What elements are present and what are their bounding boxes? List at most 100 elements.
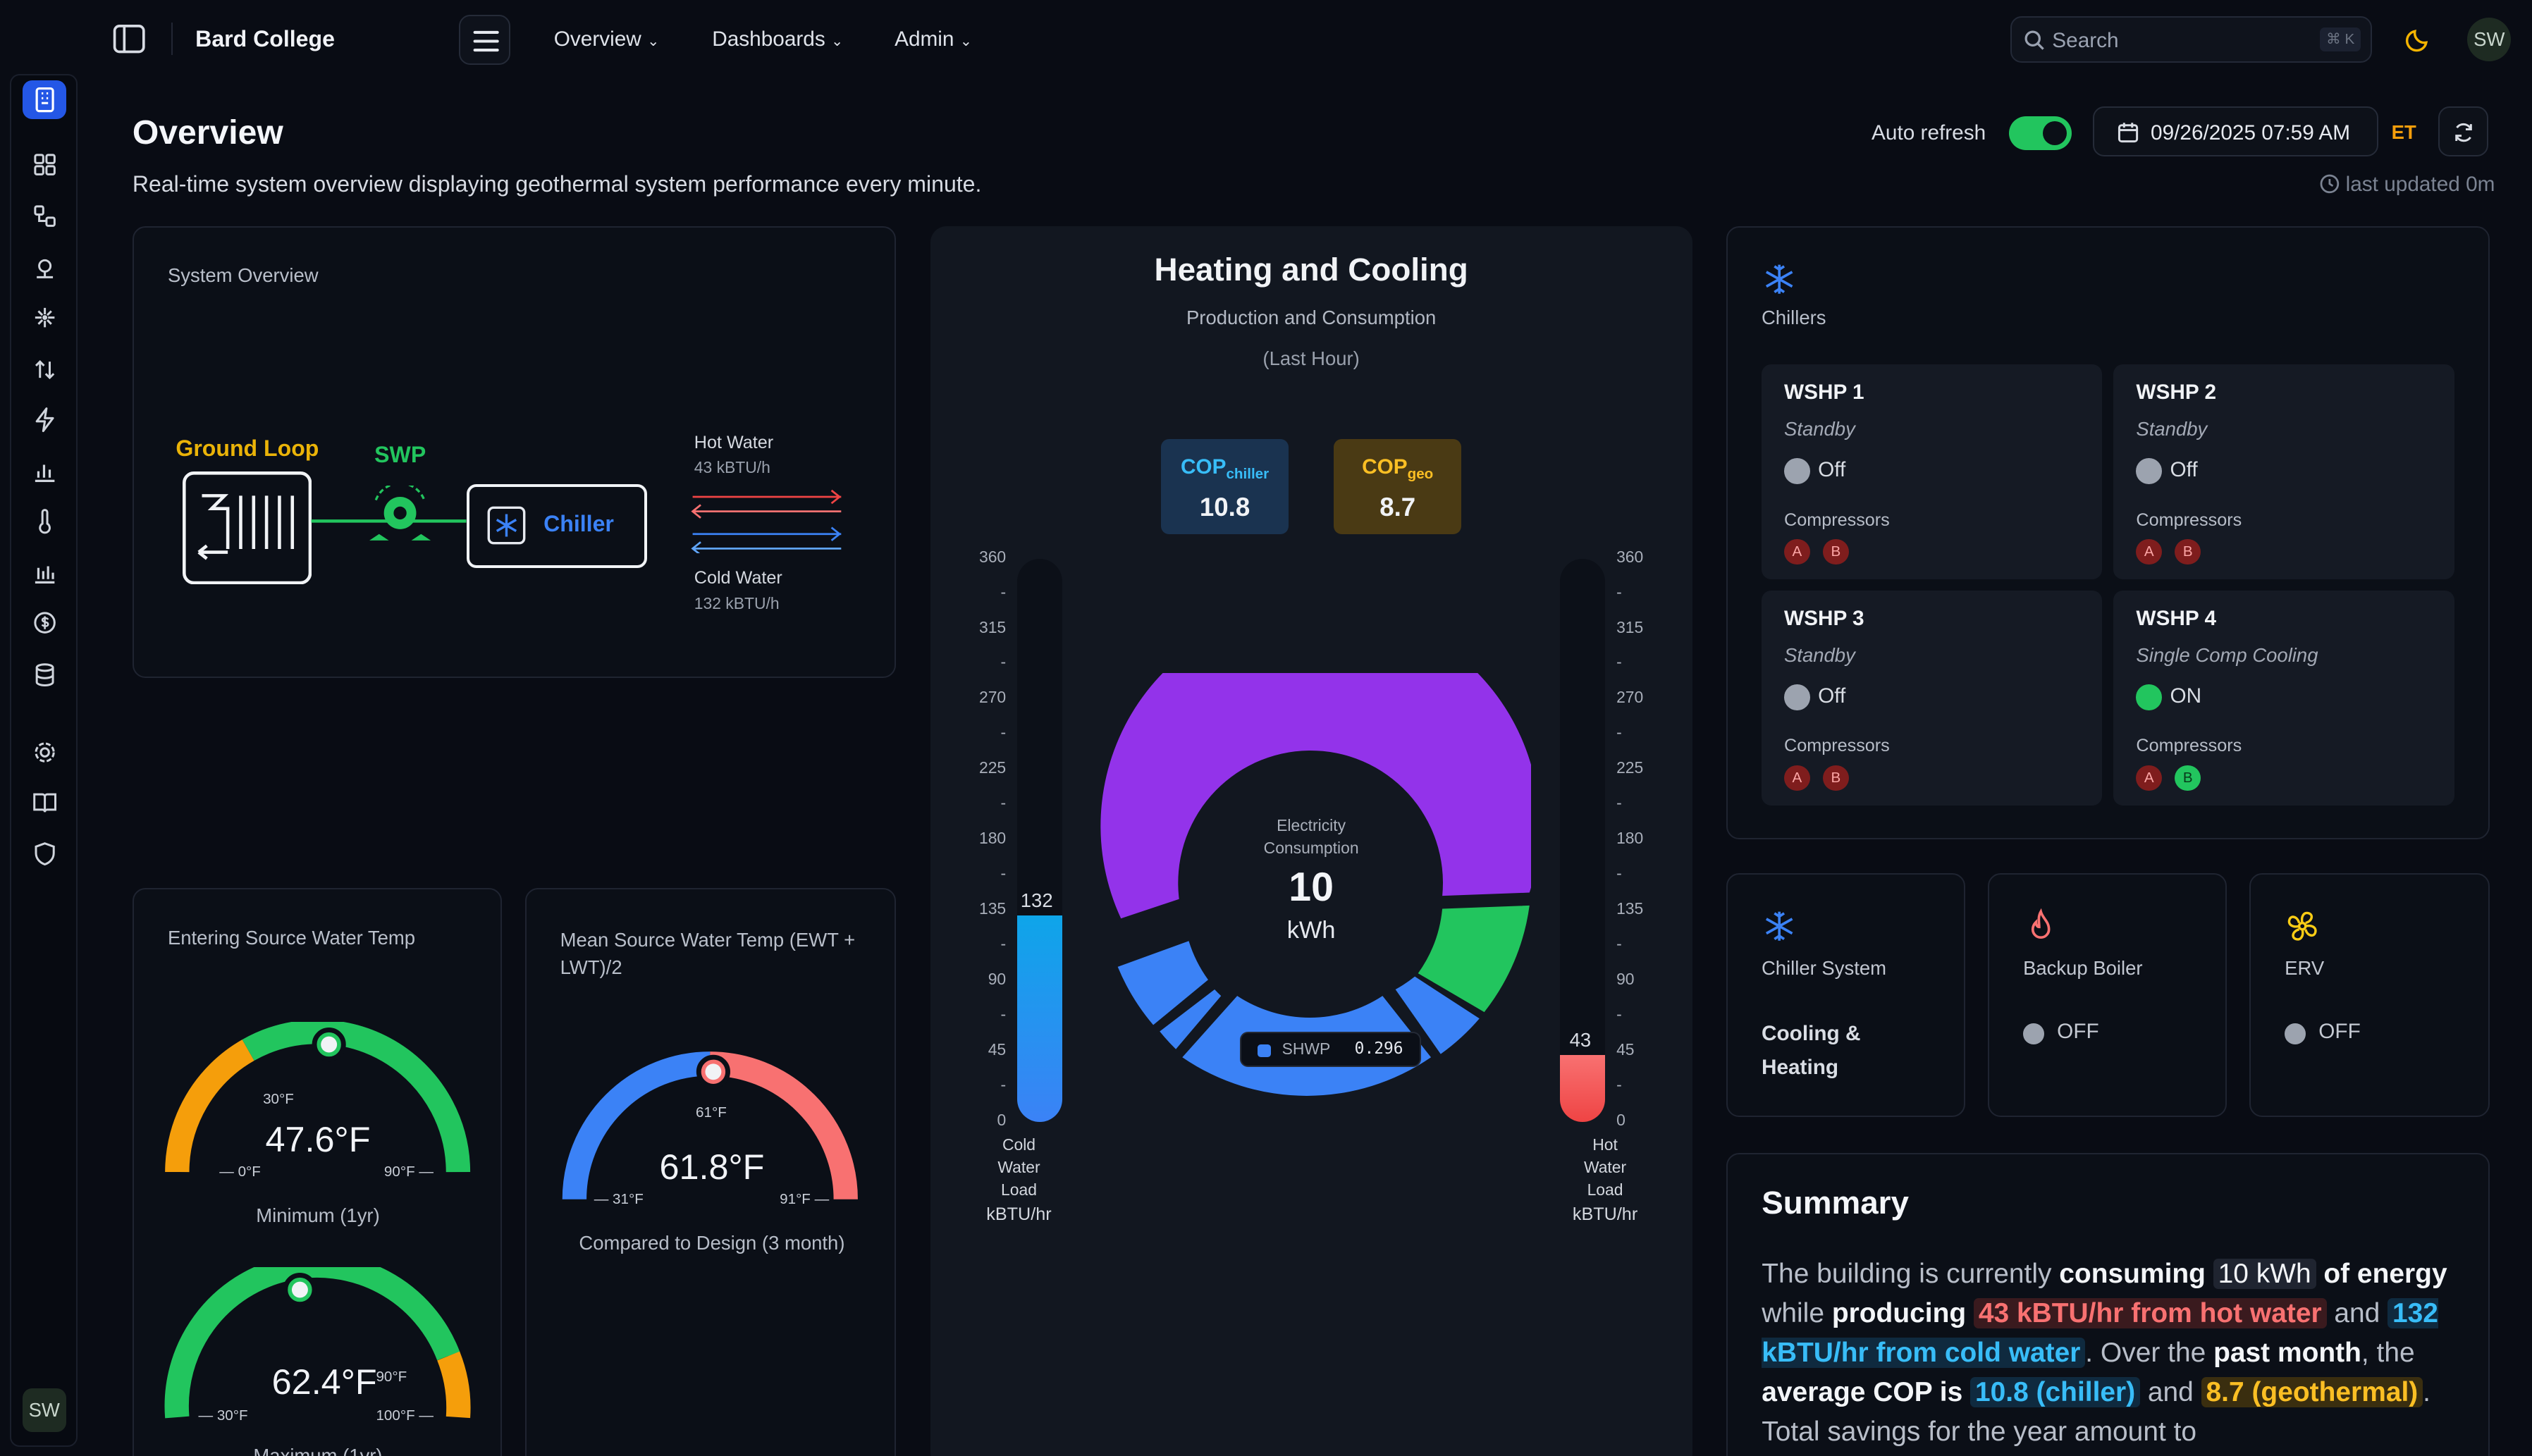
workflow-icon[interactable] (30, 202, 59, 230)
card-title: Mean Source Water Temp (EWT + LWT)/2 (560, 928, 856, 978)
card-title: ERV (2285, 957, 2325, 980)
donut-center-unit: kWh (1286, 917, 1336, 944)
building-icon (35, 87, 54, 113)
thermometer-icon[interactable] (30, 507, 59, 536)
axis-tick: - (1000, 864, 1007, 883)
cold-water-value: 132 kBTU/h (694, 593, 780, 612)
compressor-b-badge: B (2175, 765, 2201, 791)
chiller-unit-card[interactable]: WSHP 4 Single Comp Cooling ON Compressors A B (2113, 591, 2454, 806)
date-picker[interactable]: 09/26/2025 07:59 AM (2092, 106, 2379, 157)
gauge-minimum (165, 1021, 471, 1173)
gauge-min-high-label: 90°F (383, 1164, 415, 1180)
axis-tick: - (1000, 653, 1007, 672)
card-title: Backup Boiler (2023, 957, 2143, 980)
unit-name: WSHP 4 (2136, 607, 2217, 631)
nav-overview-label: Overview (553, 27, 641, 51)
sidebar-item-overview[interactable] (22, 80, 66, 120)
sidebar-toggle-icon[interactable] (111, 21, 147, 56)
refresh-button[interactable] (2438, 106, 2489, 157)
cold-load-bar (1017, 915, 1063, 1123)
shield-icon[interactable] (30, 839, 59, 868)
database-icon[interactable] (30, 660, 59, 689)
summary-text: The building is currently consuming 10 k… (1762, 1254, 2472, 1452)
chevron-down-icon: ⌄ (831, 32, 844, 49)
pump-icon[interactable] (30, 253, 59, 282)
hot-load-l1: Hot (1592, 1135, 1618, 1154)
gauge-max-value: 62.4°F (271, 1361, 377, 1402)
card-subtitle-2: (Last Hour) (1262, 347, 1360, 369)
snowflake-icon (487, 506, 526, 545)
summary-b5: average COP is (1762, 1377, 1963, 1408)
ground-loop-icon (182, 471, 312, 584)
ground-loop-label: Ground Loop (176, 436, 319, 462)
nav-dashboards[interactable]: Dashboards ⌄ (712, 27, 843, 51)
cop-chiller-value: 10.8 (1199, 492, 1250, 522)
hot-water-value: 43 kBTU/h (694, 458, 770, 477)
compressor-a-badge: A (1784, 765, 1810, 791)
search-shortcut: ⌘ K (2320, 27, 2361, 51)
summary-b4: past month (2213, 1338, 2361, 1369)
axis-tick: 270 (1616, 688, 1644, 707)
nav-admin[interactable]: Admin ⌄ (895, 27, 972, 51)
chart-columns-icon[interactable] (30, 558, 59, 587)
hot-load-l2: Water (1583, 1158, 1627, 1177)
user-avatar[interactable]: SW (2467, 18, 2512, 62)
fan-icon[interactable] (30, 303, 59, 332)
summary-b3: producing (1831, 1298, 1967, 1329)
chiller-unit-card[interactable]: WSHP 1 Standby Off Compressors A B (1761, 364, 2103, 580)
auto-refresh-toggle[interactable] (2008, 116, 2072, 151)
compressors-label: Compressors (1784, 510, 1890, 530)
water-flow-arrows (691, 490, 842, 554)
nav-overview[interactable]: Overview ⌄ (554, 27, 660, 51)
unit-mode: Standby (1784, 418, 1855, 440)
auto-refresh-label: Auto refresh (1872, 121, 1986, 144)
compressor-b-badge: B (1823, 765, 1849, 791)
arrows-up-down-icon[interactable] (30, 355, 59, 384)
lightning-icon[interactable] (30, 405, 59, 434)
unit-status: ON (2170, 684, 2202, 708)
search-input[interactable]: Search ⌘ K (2010, 16, 2373, 63)
hot-load-l3: Load (1587, 1180, 1623, 1199)
dashboard-grid-icon[interactable] (30, 150, 59, 179)
erv-card: ERV OFF (2249, 873, 2490, 1118)
gauge-min-marker: 30°F (263, 1091, 294, 1108)
cold-load-caption: Cold Water Load kBTU/hr (977, 1133, 1061, 1226)
menu-button[interactable] (458, 14, 510, 65)
book-icon[interactable] (30, 788, 59, 817)
cop-chiller-label: COP (1180, 455, 1227, 479)
nav-admin-label: Admin (895, 27, 954, 51)
dollar-icon[interactable] (30, 608, 59, 637)
cop-chiller-badge: COPchiller 10.8 (1161, 439, 1289, 535)
axis-tick: - (1000, 723, 1007, 742)
hot-load-track (1559, 558, 1606, 1123)
chiller-unit-card[interactable]: WSHP 2 Standby Off Compressors A B (2113, 364, 2454, 580)
chiller-label: Chiller (543, 511, 614, 537)
theme-toggle-moon-icon[interactable] (2404, 24, 2433, 53)
gauge-mean-high: 91°F — (780, 1191, 830, 1208)
chiller-unit-card[interactable]: WSHP 3 Standby Off Compressors A B (1761, 591, 2103, 806)
nav-dashboards-label: Dashboards (712, 27, 825, 51)
timezone-label: ET (2391, 121, 2416, 143)
gauge-min-caption: Minimum (1yr) (256, 1204, 380, 1226)
summary-b1: consuming (2059, 1258, 2206, 1289)
summary-t3: and (2326, 1298, 2388, 1329)
chevron-down-icon: ⌄ (647, 32, 660, 49)
cold-load-l1: Cold (1002, 1135, 1036, 1154)
axis-tick: 270 (978, 688, 1007, 707)
sidebar-user-avatar[interactable]: SW (22, 1388, 66, 1432)
gauge-mean (563, 1051, 859, 1199)
hamburger-icon (473, 30, 499, 51)
gear-icon[interactable] (30, 738, 59, 767)
chiller-mode-2: Heating (1761, 1056, 1839, 1079)
cop-geo-label: COP (1362, 455, 1408, 479)
refresh-icon (2455, 123, 2473, 142)
axis-tick: 180 (978, 829, 1007, 848)
fan-icon (2287, 912, 2317, 942)
bar-chart-icon[interactable] (30, 457, 59, 486)
hot-load-bar (1559, 1054, 1606, 1123)
cold-load-unit: kBTU/hr (986, 1204, 1052, 1224)
swp-label: SWP (374, 442, 426, 468)
donut-center-label-1: Electricity (1277, 815, 1346, 834)
page-subtitle: Real-time system overview displaying geo… (132, 171, 982, 197)
axis-tick: - (1000, 794, 1007, 813)
